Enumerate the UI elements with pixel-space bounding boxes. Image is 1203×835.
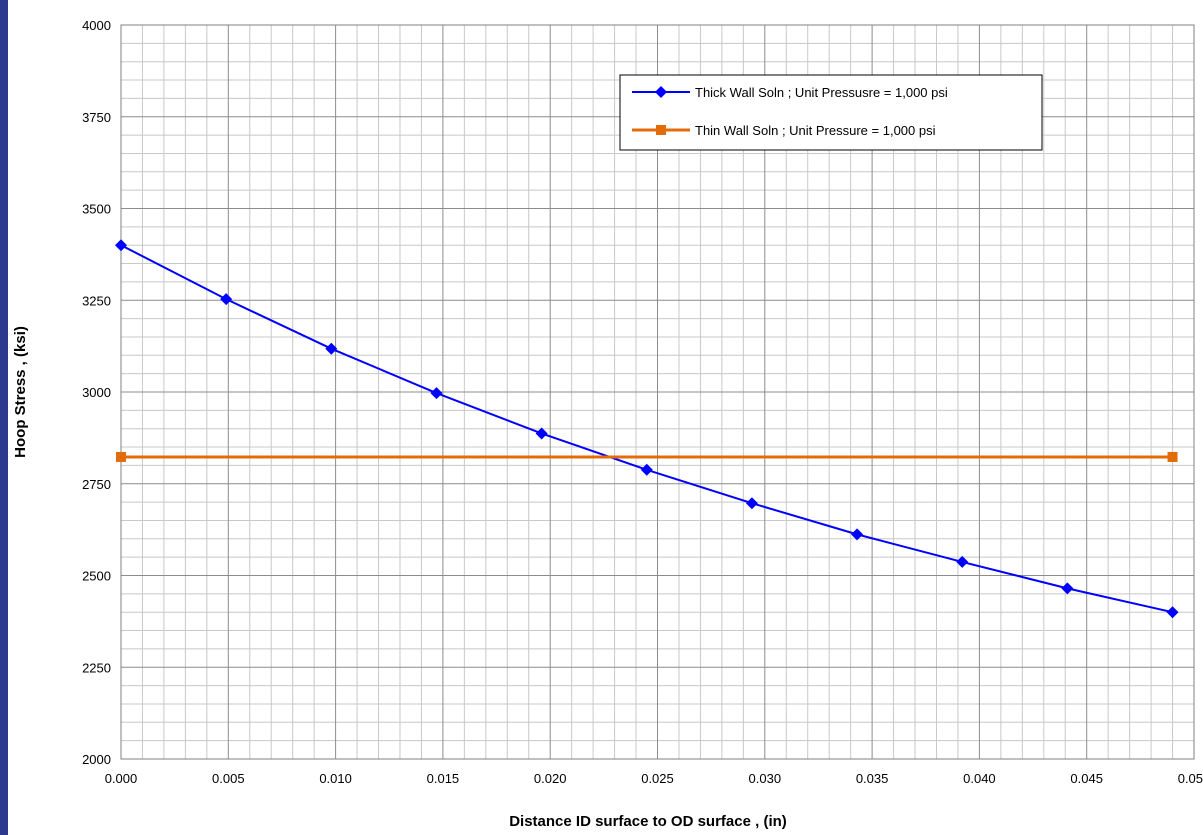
data-point-marker bbox=[115, 239, 127, 252]
data-point-marker bbox=[325, 342, 338, 355]
series-1 bbox=[115, 239, 1179, 619]
y-tick-label: 4000 bbox=[82, 18, 111, 33]
x-tick-label: 0.040 bbox=[963, 771, 996, 786]
data-point-marker bbox=[640, 463, 653, 476]
data-point-marker bbox=[851, 528, 864, 541]
y-tick-label: 3000 bbox=[82, 385, 111, 400]
x-tick-label: 0.020 bbox=[534, 771, 567, 786]
data-point-marker bbox=[535, 427, 548, 440]
legend-marker bbox=[656, 125, 666, 135]
data-point-marker bbox=[430, 387, 443, 400]
hoop-stress-chart: 0.000 0.005 0.010 0.015 0.020 0.025 0.030 0.035… bbox=[12, 18, 1203, 830]
data-point-marker bbox=[220, 293, 233, 306]
legend-box bbox=[619, 74, 1043, 151]
data-point-marker bbox=[1061, 582, 1074, 595]
x-axis-title: Distance ID surface to OD surface , (in) bbox=[509, 813, 787, 830]
data-point-marker bbox=[116, 451, 126, 462]
series-layer bbox=[115, 239, 1179, 619]
x-tick-label: 0.045 bbox=[1070, 771, 1103, 786]
x-tick-label: 0.000 bbox=[105, 771, 138, 786]
data-point-marker bbox=[956, 555, 969, 568]
data-point-marker bbox=[1167, 451, 1178, 462]
data-point-marker bbox=[1166, 606, 1179, 619]
chart-area: 0.000 0.005 0.010 0.015 0.020 0.025 0.030 0.035… bbox=[8, 0, 1203, 835]
legend: Thick Wall Soln ; Unit Pressusre = 1,000… bbox=[619, 74, 1043, 151]
legend-label: Thick Wall Soln ; Unit Pressusre = 1,000… bbox=[695, 85, 948, 100]
series-2 bbox=[116, 451, 1178, 462]
legend-marker bbox=[655, 86, 667, 98]
y-axis-title: Hoop Stress , (ksi) bbox=[12, 326, 29, 458]
x-tick-label: 0.015 bbox=[427, 771, 460, 786]
y-tick-label: 2750 bbox=[82, 477, 111, 492]
tick-labels: 0.000 0.005 0.010 0.015 0.020 0.025 0.030 0.035… bbox=[82, 18, 1203, 786]
y-tick-label: 2500 bbox=[82, 569, 111, 584]
x-tick-label: 0.030 bbox=[749, 771, 782, 786]
legend-label: Thin Wall Soln ; Unit Pressure = 1,000 p… bbox=[695, 123, 936, 138]
plot-border bbox=[120, 24, 1195, 760]
y-tick-label: 3500 bbox=[82, 202, 111, 217]
y-tick-label: 3750 bbox=[82, 110, 111, 125]
x-tick-label: 0.035 bbox=[856, 771, 889, 786]
data-point-marker bbox=[745, 497, 758, 510]
x-tick-label: 0.025 bbox=[641, 771, 674, 786]
x-tick-label: 0.010 bbox=[319, 771, 352, 786]
y-tick-label: 3250 bbox=[82, 293, 111, 308]
x-tick-label: 0.005 bbox=[212, 771, 245, 786]
y-tick-label: 2000 bbox=[82, 752, 111, 767]
x-tick-label: 0.050 bbox=[1178, 771, 1203, 786]
y-tick-label: 2250 bbox=[82, 660, 111, 675]
